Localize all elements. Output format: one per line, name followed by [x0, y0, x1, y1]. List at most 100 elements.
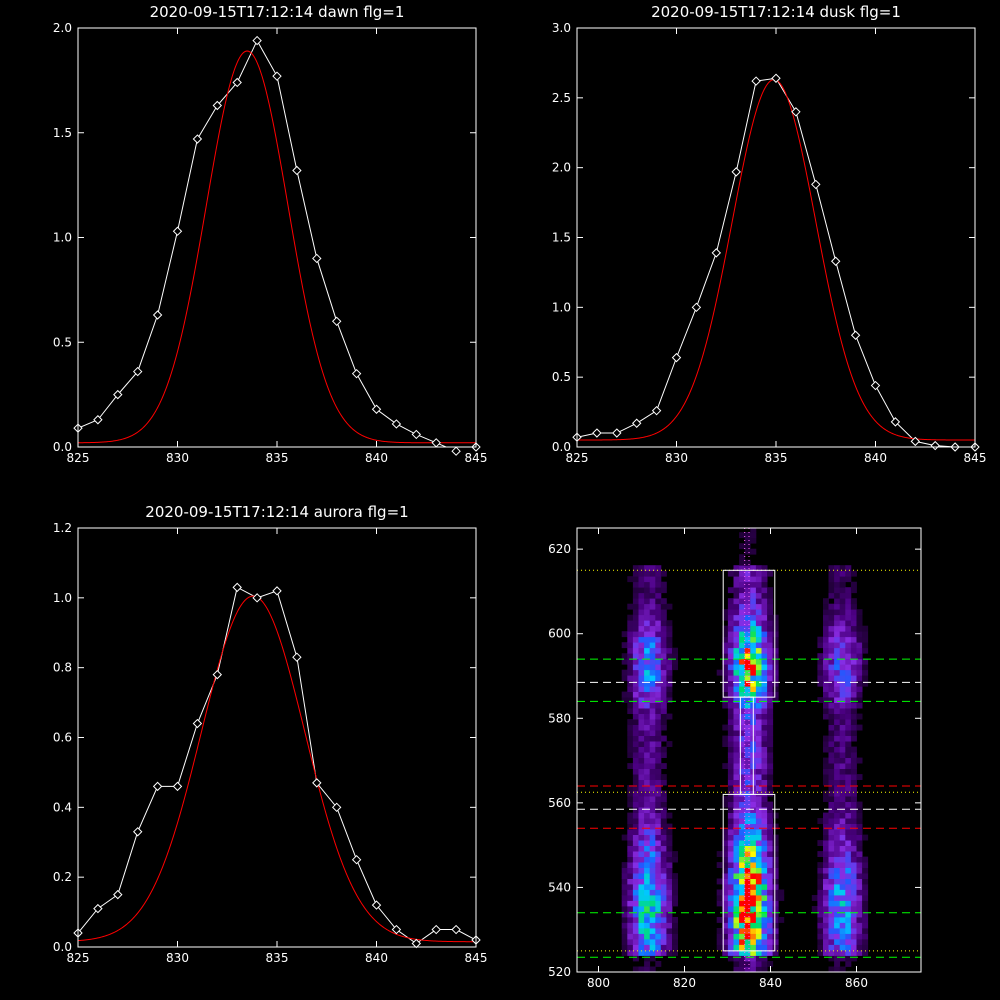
- heatmap-cell: [845, 631, 852, 638]
- heatmap-cell: [722, 658, 729, 665]
- heatmap-cell: [672, 851, 678, 857]
- heatmap-cell: [649, 741, 656, 747]
- heatmap-cell: [834, 900, 841, 907]
- heatmap-cell: [850, 889, 857, 896]
- data-point-marker: [312, 253, 322, 264]
- heatmap-cell: [834, 664, 841, 671]
- heatmap-cell: [767, 620, 774, 627]
- heatmap-cell: [655, 603, 662, 610]
- heatmap-cell: [850, 779, 857, 786]
- heatmap-cell: [655, 845, 662, 852]
- heatmap-cell: [767, 664, 774, 671]
- heatmap-cell: [834, 565, 841, 572]
- heatmap-cell: [655, 889, 662, 896]
- heatmap-cell: [834, 691, 841, 698]
- heatmap-cell: [744, 917, 751, 923]
- heatmap-cell: [767, 922, 774, 929]
- heatmap-cell: [850, 702, 857, 709]
- heatmap-cell: [772, 840, 779, 846]
- heatmap-cell: [744, 625, 751, 632]
- heatmap-cell: [761, 620, 768, 627]
- aurora-panel-title: 2020-09-15T17:12:14 aurora flg=1: [145, 503, 408, 521]
- heatmap-cell: [655, 774, 662, 780]
- heatmap-cell: [638, 708, 645, 714]
- heatmap-cell: [850, 867, 857, 874]
- data-point-marker: [870, 380, 881, 391]
- heatmap-cell: [834, 636, 841, 643]
- heatmap-cell: [716, 939, 723, 945]
- heatmap-cell: [750, 636, 757, 643]
- heatmap-cell: [672, 939, 678, 945]
- heatmap-cell: [660, 818, 667, 824]
- heatmap-cell: [744, 576, 751, 583]
- heatmap-cell: [739, 620, 746, 627]
- heatmap-cell: [739, 933, 746, 940]
- heatmap-cell: [817, 928, 824, 934]
- heatmap-cell: [632, 609, 639, 616]
- heatmap-cell: [834, 933, 841, 940]
- heatmap-cell: [850, 570, 857, 577]
- heatmap-cell: [850, 669, 857, 676]
- heatmap-cell: [632, 807, 639, 813]
- heatmap-cell: [644, 636, 651, 643]
- heatmap-cell: [828, 955, 835, 962]
- heatmap-cell: [632, 757, 639, 764]
- heatmap-cell: [839, 686, 846, 692]
- y-tick-label: 1.2: [53, 521, 72, 535]
- heatmap-cell: [856, 625, 863, 632]
- heatmap-cell: [722, 801, 729, 808]
- heatmap-cell: [739, 702, 746, 709]
- heatmap-cell: [750, 807, 757, 813]
- heatmap-cell: [850, 631, 857, 638]
- heatmap-cell: [733, 581, 740, 588]
- heatmap-cell: [621, 658, 628, 665]
- heatmap-cell: [739, 581, 746, 588]
- heatmap-cell: [644, 570, 651, 577]
- heatmap-cell: [649, 829, 656, 835]
- heatmap-cell: [644, 730, 651, 736]
- heatmap-cell: [845, 779, 852, 786]
- heatmap-cell: [761, 768, 768, 775]
- heatmap-cell: [772, 922, 779, 929]
- heatmap-cell: [823, 895, 829, 901]
- heatmap-cell: [655, 812, 662, 819]
- heatmap-cell: [839, 917, 846, 923]
- heatmap-cell: [750, 548, 757, 555]
- heatmap-cell: [739, 647, 746, 654]
- heatmap-cell: [834, 713, 841, 720]
- heatmap-cell: [660, 845, 667, 852]
- heatmap-cell: [638, 917, 645, 923]
- heatmap-cell: [638, 702, 645, 709]
- y-tick-label: 0.0: [552, 440, 571, 454]
- heatmap-cell: [649, 592, 656, 599]
- heatmap-cell: [839, 884, 846, 890]
- heatmap-cell: [755, 735, 762, 742]
- heatmap-cell: [772, 845, 779, 852]
- heatmap-cell: [644, 746, 651, 753]
- heatmap-cell: [823, 862, 829, 868]
- heatmap-cell: [850, 609, 857, 616]
- heatmap-cell: [666, 620, 673, 627]
- heatmap-cell: [755, 576, 762, 583]
- heatmap-cell: [739, 878, 746, 885]
- heatmap-cell: [828, 636, 835, 643]
- heatmap-cell: [621, 653, 628, 660]
- heatmap-cell: [767, 856, 774, 863]
- heatmap-cell: [727, 823, 734, 830]
- heatmap-cell: [845, 587, 852, 594]
- heatmap-cell: [733, 708, 740, 714]
- heatmap-cell: [761, 911, 768, 918]
- heatmap-cell: [638, 906, 645, 912]
- heatmap-cell: [722, 697, 729, 703]
- heatmap-cell: [744, 658, 751, 665]
- heatmap-cell: [845, 928, 852, 934]
- heatmap-cell: [638, 818, 645, 824]
- heatmap-cell: [755, 741, 762, 747]
- heatmap-cell: [733, 724, 740, 731]
- heatmap-cell: [727, 642, 734, 649]
- heatmap-cell: [649, 801, 656, 808]
- series-layer: [78, 586, 476, 945]
- heatmap-cell: [739, 823, 746, 830]
- heatmap-cell: [834, 950, 841, 956]
- heatmap-cell: [632, 675, 639, 682]
